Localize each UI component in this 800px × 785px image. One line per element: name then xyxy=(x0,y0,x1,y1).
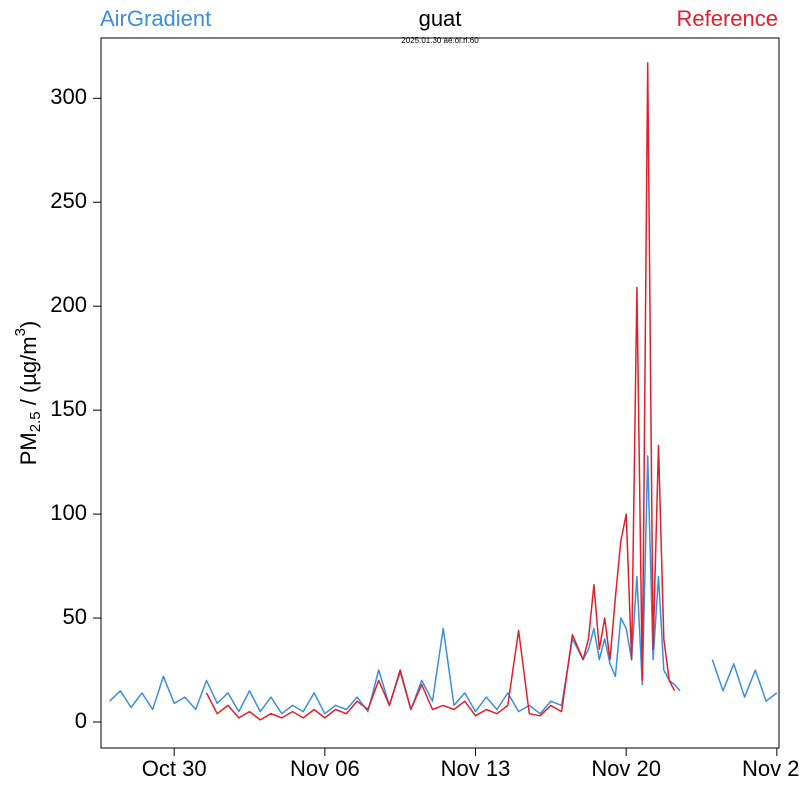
chart-subtitle: 2025.01.30 ae.oi.ri.60 xyxy=(401,36,479,45)
series-label-left: AirGradient xyxy=(100,6,211,31)
y-label-part: ) xyxy=(16,321,41,328)
y-axis-label: PM2.5 / (µg/m3) xyxy=(12,321,44,466)
y-tick-label: 50 xyxy=(63,604,87,629)
x-tick-label: Nov 13 xyxy=(441,756,511,781)
y-label-part: 3 xyxy=(12,328,29,336)
plot-frame xyxy=(100,37,780,749)
x-tick-label: Nov 20 xyxy=(591,756,661,781)
y-label-part: / (µg/m xyxy=(16,336,41,411)
x-tick-label: Nov 27 xyxy=(742,756,800,781)
y-tick-label: 100 xyxy=(50,500,87,525)
y-label-part: PM xyxy=(16,432,41,465)
y-tick-label: 250 xyxy=(50,188,87,213)
series-line xyxy=(205,62,676,721)
series-label-right: Reference xyxy=(676,6,778,31)
y-tick-label: 0 xyxy=(75,708,87,733)
y-tick-label: 200 xyxy=(50,292,87,317)
y-tick-label: 150 xyxy=(50,396,87,421)
y-tick-label: 300 xyxy=(50,84,87,109)
chart-title: guat xyxy=(419,6,462,31)
x-tick-label: Oct 30 xyxy=(142,756,207,781)
y-label-part: 2.5 xyxy=(27,411,44,432)
series-line xyxy=(109,455,778,715)
x-tick-label: Nov 06 xyxy=(290,756,360,781)
